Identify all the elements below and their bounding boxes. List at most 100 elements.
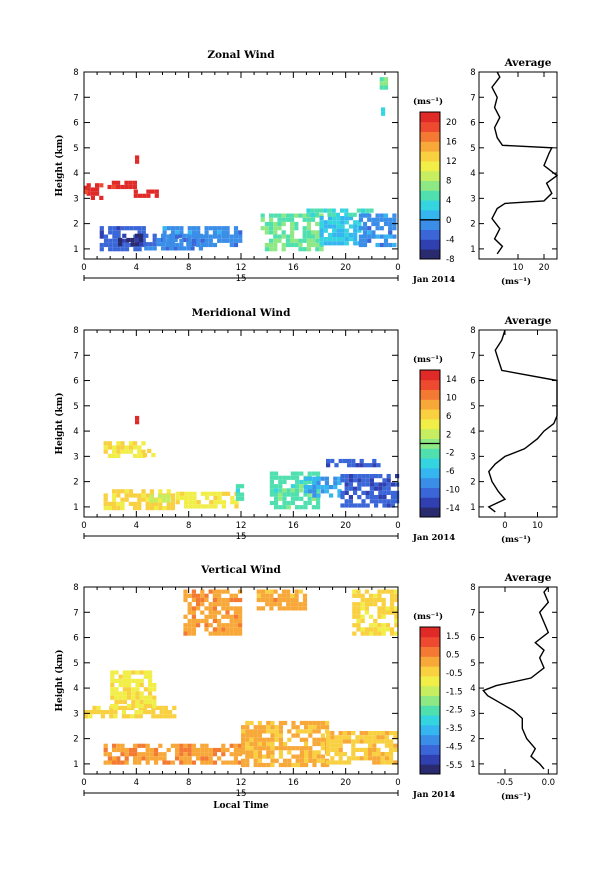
data-cell [335, 212, 340, 217]
data-cell [126, 237, 131, 243]
data-cell [262, 746, 267, 751]
data-cell [103, 501, 108, 506]
data-cell [149, 506, 154, 511]
data-cell [269, 606, 274, 611]
data-cell [361, 482, 366, 487]
data-cell [135, 415, 140, 421]
data-cell [175, 756, 180, 761]
data-cell [357, 486, 362, 491]
data-cell [303, 492, 308, 497]
data-cell [229, 743, 234, 748]
x-tick-label: 0 [81, 263, 86, 273]
data-cell [287, 762, 292, 768]
data-cell [204, 752, 209, 757]
data-cell [303, 489, 308, 494]
data-cell [196, 226, 201, 231]
colorbar-tick-label: -10 [446, 485, 460, 495]
data-cell [351, 731, 356, 736]
data-cell [330, 756, 335, 761]
data-cell [381, 610, 386, 615]
data-cell [273, 213, 278, 218]
colorbar-tick-label: 12 [446, 157, 457, 167]
data-cell [162, 760, 167, 765]
data-cell [389, 752, 394, 757]
data-cell [238, 618, 243, 624]
data-cell [369, 486, 374, 491]
data-cell [286, 488, 291, 493]
data-cell [294, 213, 299, 218]
data-cell [340, 241, 345, 246]
data-cell [362, 234, 368, 239]
data-cell [120, 441, 125, 446]
data-cell [149, 494, 154, 499]
data-cell [281, 593, 287, 598]
data-cell [298, 242, 303, 248]
data-cell [294, 226, 299, 231]
data-cell [177, 233, 182, 238]
data-cell [187, 760, 192, 765]
data-cell [369, 614, 374, 619]
data-cell [364, 627, 369, 632]
data-cell [294, 593, 299, 598]
profile-x-label: (ms⁻¹) [501, 276, 531, 287]
data-cell [238, 631, 243, 636]
data-cell [320, 725, 325, 730]
data-cell [257, 741, 262, 747]
data-cell [92, 710, 97, 715]
data-cell [384, 735, 389, 740]
data-cell [394, 623, 399, 628]
colorbar-segment [420, 141, 440, 152]
data-cell [344, 232, 349, 237]
date-marker: 15 [236, 274, 247, 284]
data-cell [344, 208, 349, 213]
data-cell [379, 85, 384, 90]
data-cell [145, 752, 150, 757]
y-tick-label: 4 [73, 684, 78, 694]
data-cell [281, 247, 286, 252]
colorbar-segment [420, 497, 440, 508]
data-cell [221, 631, 226, 636]
data-cell [126, 714, 131, 719]
data-cell [128, 180, 133, 185]
data-cell [334, 752, 339, 757]
data-cell [304, 754, 309, 759]
x-tick-label: 0 [395, 521, 400, 531]
data-cell [114, 691, 119, 696]
data-cell [233, 597, 238, 603]
data-cell [90, 187, 95, 192]
data-cell [319, 241, 324, 246]
data-cell [281, 230, 286, 235]
y-tick-label: 1 [73, 503, 78, 513]
data-cell [196, 500, 201, 505]
data-cell [357, 503, 362, 508]
data-cell [381, 623, 386, 628]
profile-y-tick-label: 7 [470, 351, 475, 361]
data-cell [213, 495, 218, 501]
data-cell [356, 614, 361, 619]
data-cell [249, 754, 254, 759]
data-cell [130, 237, 135, 243]
data-cell [385, 623, 390, 628]
data-cell [217, 234, 222, 239]
data-cell [358, 242, 363, 248]
data-cell [363, 463, 368, 468]
data-cell [269, 238, 274, 243]
data-cell [374, 499, 379, 504]
data-cell [200, 593, 205, 598]
data-cell [319, 232, 324, 237]
data-cell [137, 501, 142, 506]
data-cell [362, 221, 368, 227]
data-cell [320, 746, 325, 751]
data-cell [191, 618, 196, 624]
data-cell [379, 234, 384, 239]
data-cell [351, 463, 356, 468]
data-cell [135, 420, 140, 425]
data-cell [319, 213, 324, 218]
data-cell [120, 247, 125, 252]
data-cell [323, 228, 328, 233]
data-cell [134, 714, 139, 719]
data-cell [209, 504, 214, 509]
data-cell [359, 463, 364, 468]
data-cell [277, 234, 282, 239]
data-cell [278, 746, 283, 751]
